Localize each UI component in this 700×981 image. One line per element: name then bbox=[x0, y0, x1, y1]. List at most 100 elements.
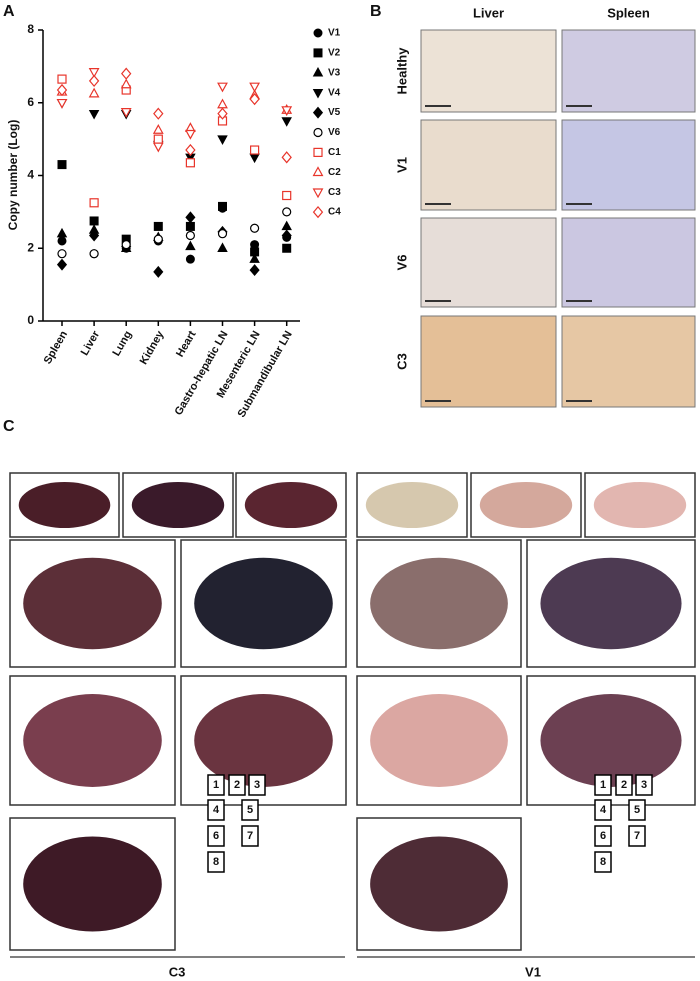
panel-label: A bbox=[3, 3, 15, 20]
point bbox=[281, 106, 293, 117]
legend-label: C2 bbox=[328, 167, 341, 178]
group-label: V1 bbox=[525, 964, 541, 979]
point bbox=[57, 74, 67, 84]
point bbox=[121, 240, 131, 250]
point bbox=[281, 220, 292, 231]
point bbox=[185, 240, 196, 251]
organ-photo bbox=[23, 557, 162, 650]
legend-label: V1 bbox=[328, 28, 341, 39]
key-number: 8 bbox=[213, 856, 219, 868]
point bbox=[281, 229, 292, 242]
key-number: 3 bbox=[254, 779, 260, 791]
point bbox=[281, 117, 292, 127]
key-box bbox=[207, 799, 225, 821]
panel-label: B bbox=[370, 3, 382, 20]
point bbox=[249, 82, 261, 93]
micrograph bbox=[561, 217, 696, 308]
x-tick-label: Lung bbox=[110, 329, 134, 358]
organ-photo bbox=[23, 694, 162, 787]
key-number: 4 bbox=[600, 804, 607, 816]
y-tick-label: 6 bbox=[27, 95, 34, 109]
point bbox=[217, 229, 228, 239]
organ-photo bbox=[479, 481, 573, 529]
organ-photo bbox=[370, 557, 508, 650]
legend-marker bbox=[313, 127, 323, 138]
micrograph bbox=[561, 119, 696, 211]
x-tick-label: Liver bbox=[79, 328, 103, 357]
point bbox=[57, 236, 67, 246]
key-box bbox=[207, 774, 225, 796]
micrograph bbox=[420, 119, 557, 211]
row-label: V1 bbox=[394, 157, 409, 173]
organ-photo bbox=[370, 694, 508, 787]
key-number: 6 bbox=[213, 830, 219, 842]
organ-photo bbox=[370, 836, 508, 932]
key-number: 3 bbox=[641, 779, 647, 791]
point bbox=[217, 107, 228, 120]
y-tick-label: 0 bbox=[27, 313, 34, 327]
point bbox=[57, 249, 67, 259]
y-tick-label: 4 bbox=[27, 168, 34, 182]
y-tick-label: 2 bbox=[27, 240, 34, 254]
key-box bbox=[628, 799, 646, 821]
point bbox=[88, 74, 100, 88]
point bbox=[249, 92, 260, 106]
key-box bbox=[615, 774, 633, 796]
micrograph bbox=[420, 29, 557, 113]
key-box bbox=[628, 825, 646, 847]
micrograph bbox=[420, 315, 557, 408]
panel-label: C bbox=[3, 418, 15, 435]
point bbox=[56, 83, 68, 97]
point bbox=[89, 229, 100, 242]
point bbox=[89, 216, 99, 226]
x-tick-label: Heart bbox=[174, 329, 199, 360]
legend-marker bbox=[312, 106, 324, 119]
point bbox=[282, 243, 292, 253]
point bbox=[249, 253, 260, 263]
organ-photo bbox=[23, 836, 162, 932]
point bbox=[89, 249, 99, 259]
key-box bbox=[594, 799, 612, 821]
organ-photo bbox=[365, 481, 459, 529]
key-number: 1 bbox=[213, 779, 219, 791]
point bbox=[153, 234, 163, 244]
legend-label: V2 bbox=[328, 48, 341, 59]
key-number: 5 bbox=[247, 804, 253, 816]
legend-label: V4 bbox=[328, 87, 341, 98]
key-number: 6 bbox=[600, 830, 606, 842]
point bbox=[282, 207, 292, 217]
point bbox=[184, 129, 196, 140]
micrograph bbox=[420, 217, 557, 308]
organ-photo bbox=[540, 557, 682, 650]
legend-marker bbox=[312, 205, 324, 219]
legend-marker bbox=[312, 66, 324, 77]
key-box bbox=[635, 774, 653, 796]
point bbox=[89, 198, 99, 208]
key-number: 5 bbox=[634, 804, 640, 816]
point bbox=[153, 107, 164, 120]
legend-label: V6 bbox=[328, 127, 341, 138]
point bbox=[185, 221, 195, 231]
point bbox=[56, 227, 68, 238]
point bbox=[88, 68, 100, 78]
point bbox=[57, 160, 67, 170]
point bbox=[153, 265, 164, 278]
legend-marker bbox=[313, 28, 323, 38]
organ-photo bbox=[540, 694, 682, 787]
point bbox=[217, 98, 228, 109]
key-box bbox=[594, 774, 612, 796]
column-label: Liver bbox=[473, 5, 504, 20]
organ-photo bbox=[131, 481, 225, 529]
x-tick-label: Spleen bbox=[42, 329, 71, 366]
point bbox=[250, 223, 260, 233]
row-label: V6 bbox=[394, 255, 409, 271]
point bbox=[152, 142, 164, 153]
point bbox=[217, 135, 228, 145]
micrograph bbox=[561, 29, 696, 113]
legend-marker bbox=[312, 166, 324, 177]
key-number: 8 bbox=[600, 856, 606, 868]
point bbox=[152, 123, 164, 134]
key-number: 2 bbox=[234, 779, 240, 791]
point bbox=[153, 134, 163, 144]
point bbox=[218, 201, 227, 211]
